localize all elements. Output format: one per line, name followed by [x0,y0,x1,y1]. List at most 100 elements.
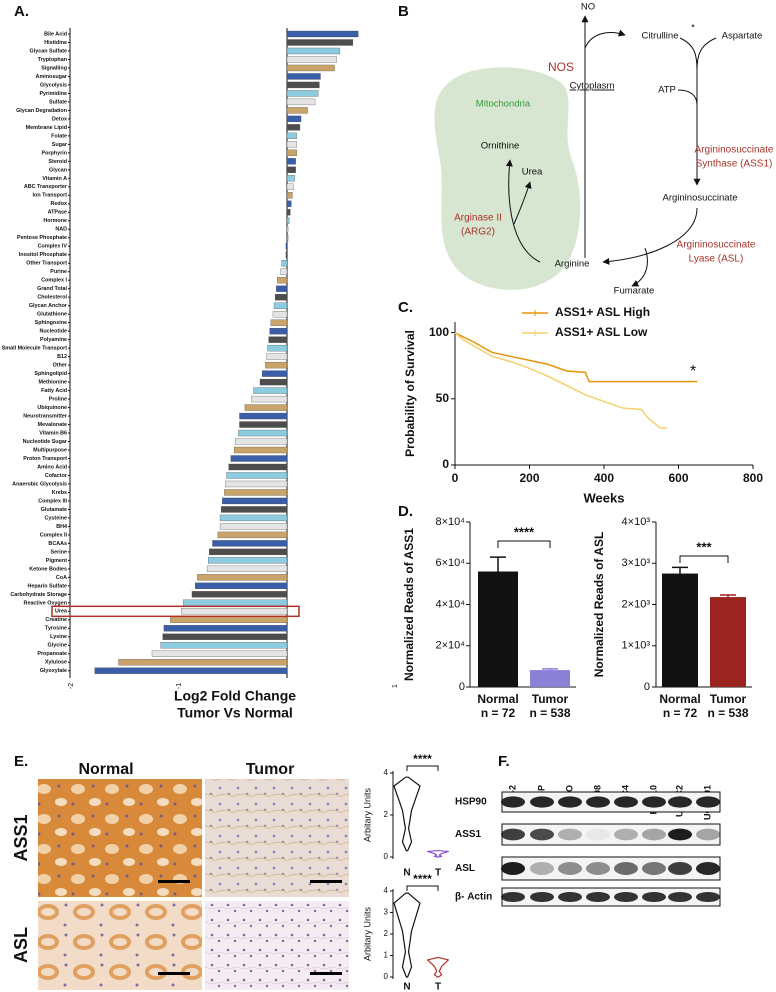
scale-bar [310,972,342,975]
y-axis-label: Arbitary Units [362,906,372,961]
x-tick-sublabel: n = 72 [663,706,698,720]
error-bar [720,594,736,598]
micrograph [205,901,349,990]
category-label: Tyrosine [45,626,67,632]
y-tick-label: 2 [384,810,389,819]
y-tick-label: 0 [459,681,465,693]
bar [191,591,288,598]
y-tick-label: 0 [384,972,389,981]
x-tick-label: T [435,868,441,879]
band [696,796,720,808]
row-label: ASL [11,927,31,963]
arrow [679,37,717,185]
category-label: Pyrimidine [39,91,67,97]
category-label: Tryptophan [38,57,67,63]
bar [253,387,288,394]
bar [181,608,288,615]
category-label: Fatty Acid [41,388,67,394]
node-label: Urea [522,167,543,178]
y-tick-label: 0 [644,681,650,693]
y-tick-label: 0 [384,852,389,861]
violin [427,957,449,978]
category-label: Detox [52,116,67,122]
x-tick-label: -1 [176,683,183,689]
bar [235,438,288,445]
category-label: Proton Transport [23,456,67,462]
y-tick-label: 100 [429,325,449,339]
category-label: BCAAs [48,541,67,547]
category-label: Ion Transport [33,193,68,199]
band [501,891,525,903]
row-label: ASL [455,863,475,874]
bar [662,573,698,687]
mitochondria-shape [434,67,581,290]
bar [219,523,288,530]
y-tick-label: 4 [384,886,389,895]
y-tick-label: 4×10⁴ [435,598,465,610]
bar [286,200,292,207]
category-label: Carbohydrate Storage [10,592,67,598]
category-label: Sphingosine [35,320,67,326]
band [501,796,525,808]
x-tick-label: Tumor [710,692,747,706]
bar [267,344,288,352]
category-label: Xylulose [45,660,67,666]
bar [286,115,302,123]
significance-label: **** [413,752,432,766]
bar [286,73,321,80]
band [642,891,666,903]
node-label: Argininosuccinate [663,193,738,204]
significance-bracket [406,765,439,771]
bar [224,489,288,496]
bar [270,319,288,326]
scale-bar [158,972,190,975]
band [558,862,582,875]
bar [163,625,288,632]
bar [286,56,337,63]
category-label: Inositol Phosphate [19,252,67,258]
band [696,828,720,841]
band [668,891,692,903]
category-label: Methionine [39,380,67,386]
bar [262,370,288,377]
bar [94,667,288,674]
bar [266,353,288,360]
category-label: Bile Acid [44,31,67,37]
band [530,796,554,808]
bar [285,251,288,258]
bar [206,565,288,573]
category-label: Vitamin B6 [39,430,67,436]
western-blot: HK-2769-P786-OA498RCC4RCC10UMRC2UOK101HS… [455,785,721,907]
y-axis-label: Normalized Reads of ASS1 [402,528,416,681]
arrow [602,207,698,265]
y-tick-label: 4 [384,768,389,777]
category-label: Glycan [49,167,67,173]
bar [239,412,288,420]
category-label: Nucleotide [39,329,67,335]
y-tick-label: 4×10³ [622,516,651,528]
y-tick-label: 2×10⁴ [435,640,465,652]
x-tick-sublabel: n = 72 [481,706,516,720]
node-label: Aspartate [722,31,763,42]
bar [286,81,320,89]
bar [286,209,291,216]
category-label: Pentose Phosphate [17,235,67,241]
band [586,796,610,808]
x-tick-label: Normal [477,692,518,706]
node-label: Arginine [555,259,590,270]
category-label: Membrane Lipid [26,125,67,131]
category-label: Aminosugar [36,74,68,80]
bar [238,429,288,437]
pathway-diagram: NO Citrulline * Aspartate ATP NOS Cytopl… [434,2,774,297]
bar [277,277,288,284]
x-tick-label: 0 [452,471,459,485]
band [558,796,582,808]
category-label: ABC Transporter [24,184,68,190]
band [696,862,720,875]
error-bar [672,566,688,574]
bar [272,311,288,318]
category-label: Sphingolipid [34,371,67,377]
bar [162,633,288,640]
category-label: Sulfate [49,99,67,105]
band [558,891,582,903]
